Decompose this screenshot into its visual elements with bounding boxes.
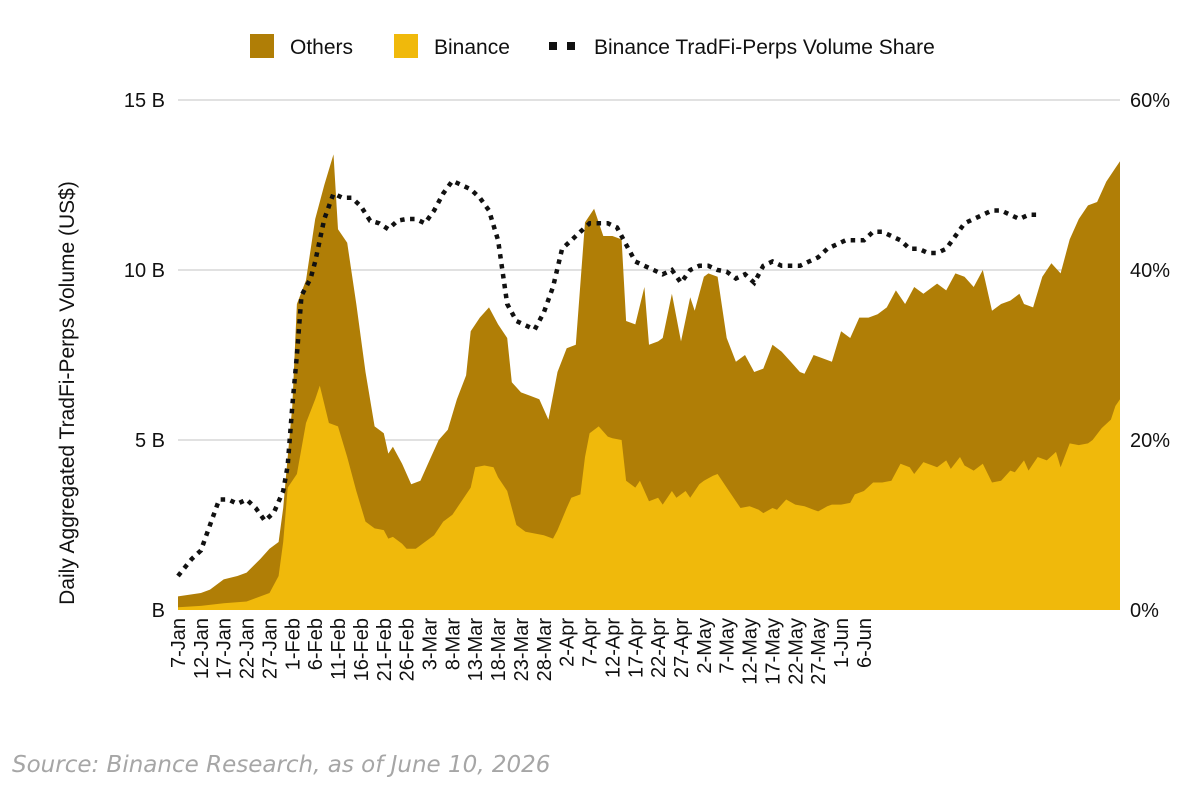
x-tick-6: 6-Feb	[305, 618, 327, 670]
x-tick-29: 1-Jun	[831, 618, 853, 668]
x-tick-13: 13-Mar	[465, 618, 487, 682]
x-tick-17: 2-Apr	[557, 618, 579, 667]
x-tick-22: 27-Apr	[671, 618, 693, 678]
x-tick-8: 16-Feb	[351, 618, 373, 681]
source-note: Source: Binance Research, as of June 10,…	[12, 752, 551, 778]
legend-swatch-others	[250, 34, 274, 58]
area-series	[178, 154, 1120, 610]
x-tick-27: 22-May	[785, 618, 807, 685]
x-tick-19: 12-Apr	[602, 618, 624, 678]
x-tick-15: 23-Mar	[511, 618, 533, 682]
share-line	[176, 177, 1038, 578]
x-tick-9: 21-Feb	[374, 618, 396, 681]
x-tick-11: 3-Mar	[420, 618, 442, 671]
x-tick-14: 18-Mar	[488, 618, 510, 682]
x-axis: 7-Jan 12-Jan 17-Jan 22-Jan 27-Jan 1-Feb 6-Feb 1…	[168, 618, 876, 685]
x-tick-1: 12-Jan	[191, 618, 213, 679]
y-left-tick-3: 15 B	[124, 90, 165, 112]
x-tick-0: 7-Jan	[168, 618, 190, 668]
x-tick-3: 22-Jan	[237, 618, 259, 679]
y-right-tick-1: 20%	[1130, 430, 1170, 452]
y-right-tick-2: 40%	[1130, 260, 1170, 282]
y-right-tick-3: 60%	[1130, 90, 1170, 112]
legend-marker-share	[549, 42, 575, 50]
x-tick-28: 27-May	[808, 618, 830, 685]
x-tick-10: 26-Feb	[397, 618, 419, 681]
y-left-tick-0: B	[152, 600, 165, 622]
x-tick-21: 22-Apr	[648, 618, 670, 678]
x-tick-18: 7-Apr	[580, 618, 602, 667]
x-tick-7: 11-Feb	[328, 618, 350, 680]
chart-legend: Others Binance Binance TradFi-Perps Volu…	[250, 34, 935, 59]
legend-swatch-binance	[394, 34, 418, 58]
x-tick-20: 17-Apr	[625, 618, 647, 678]
y-axis-title: Daily Aggregated TradFi-Perps Volume (US…	[56, 181, 79, 605]
legend-label-share: Binance TradFi-Perps Volume Share	[594, 36, 935, 59]
x-tick-5: 1-Feb	[282, 618, 304, 670]
y-axis-left: B 5 B 10 B 15 B	[124, 90, 165, 622]
legend-label-others: Others	[290, 36, 353, 59]
y-axis-right: 0% 20% 40% 60%	[1130, 90, 1170, 622]
x-tick-25: 12-May	[740, 618, 762, 685]
area-binance	[178, 385, 1120, 610]
x-tick-24: 7-May	[717, 618, 739, 674]
x-tick-26: 17-May	[763, 618, 785, 685]
x-tick-30: 6-Jun	[854, 618, 876, 668]
legend-label-binance: Binance	[434, 36, 510, 59]
share-line-series	[176, 177, 1038, 578]
y-left-tick-2: 10 B	[124, 260, 165, 282]
x-tick-12: 8-Mar	[442, 618, 464, 671]
y-left-tick-1: 5 B	[135, 430, 165, 452]
x-tick-2: 17-Jan	[214, 618, 236, 679]
x-tick-16: 28-Mar	[534, 618, 556, 682]
y-right-tick-0: 0%	[1130, 600, 1159, 622]
x-tick-4: 27-Jan	[260, 618, 282, 679]
x-tick-23: 2-May	[694, 618, 716, 674]
